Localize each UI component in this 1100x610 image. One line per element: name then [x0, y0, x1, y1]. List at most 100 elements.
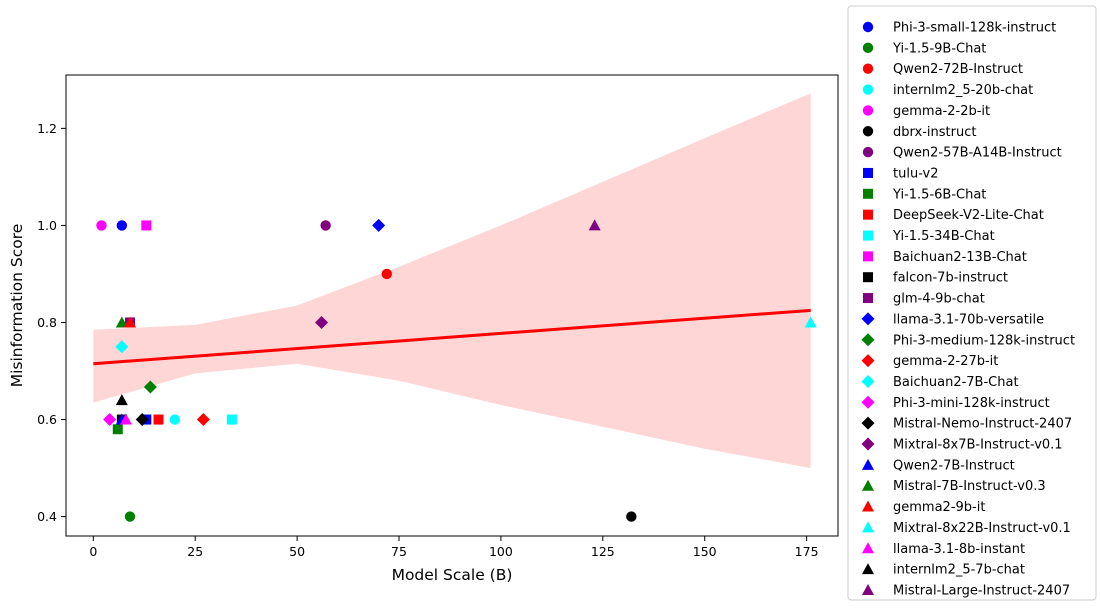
legend-item: Mixtral-8x7B-Instruct-v0.1	[861, 437, 1063, 453]
legend-marker	[862, 563, 874, 575]
legend-item: gemma-2-27b-it	[861, 354, 998, 369]
legend-marker	[863, 167, 873, 178]
legend-marker	[863, 230, 873, 241]
legend-item: tulu-v2	[863, 166, 939, 181]
y-tick-label: 1.2	[37, 121, 57, 136]
data-point-9	[153, 414, 164, 425]
legend-marker	[863, 272, 873, 283]
legend-item: DeepSeek-V2-Lite-Chat	[863, 208, 1044, 223]
legend-marker	[861, 437, 875, 451]
legend-marker	[861, 354, 875, 368]
data-point-23	[123, 316, 136, 328]
legend-marker	[862, 63, 874, 74]
y-axis-label: Misinformation Score	[8, 224, 26, 388]
confidence-band-layer	[93, 93, 811, 469]
x-tick-label: 50	[289, 544, 305, 559]
legend-label: dbrx-instruct	[893, 125, 976, 140]
legend-label: falcon-7b-instruct	[893, 271, 1008, 286]
legend-label: Yi-1.5-34B-Chat	[892, 229, 995, 244]
legend-marker	[863, 209, 873, 220]
legend-item: Yi-1.5-6B-Chat	[863, 187, 986, 202]
y-axis-ticks: 0.4 0.6 0.8 1.0 1.2	[37, 121, 66, 524]
x-tick-label: 125	[591, 544, 615, 559]
legend-marker	[862, 542, 874, 554]
legend-label: internlm2_5-20b-chat	[893, 83, 1033, 98]
data-point-8	[112, 424, 123, 435]
x-axis-label: Model Scale (B)	[392, 566, 513, 584]
legend-label: Qwen2-7B-Instruct	[893, 458, 1015, 473]
legend-box	[847, 5, 1097, 601]
x-tick-label: 0	[89, 544, 97, 559]
legend-label: Baichuan2-7B-Chat	[893, 375, 1019, 390]
y-tick-label: 0.6	[37, 412, 57, 427]
legend-marker	[862, 42, 874, 54]
legend-marker	[863, 293, 873, 304]
legend-item: Yi-1.5-9B-Chat	[862, 41, 986, 56]
data-point-3	[169, 414, 181, 425]
legend-label: gemma-2-2b-it	[893, 104, 990, 119]
legend-item: internlm2_5-20b-chat	[862, 83, 1033, 98]
legend-label: glm-4-9b-chat	[893, 292, 985, 307]
legend-item: falcon-7b-instruct	[863, 271, 1008, 286]
legend-marker	[863, 188, 873, 199]
legend-label: llama-3.1-8b-instant	[893, 542, 1025, 557]
legend-item: Yi-1.5-34B-Chat	[863, 229, 995, 244]
data-point-20	[315, 315, 329, 329]
x-tick-label: 175	[795, 544, 819, 559]
legend-label: Phi-3-mini-128k-instruct	[893, 396, 1050, 411]
legend-label: Baichuan2-13B-Chat	[893, 250, 1027, 265]
legend-item: Mixtral-8x22B-Instruct-v0.1	[862, 521, 1071, 536]
legend-item: llama-3.1-8b-instant	[862, 542, 1025, 557]
legend-item: internlm2_5-7b-chat	[862, 563, 1025, 578]
data-point-14	[372, 218, 386, 232]
legend-item: Mistral-Nemo-Instruct-2407	[861, 416, 1072, 432]
plot-area-frame	[65, 74, 839, 537]
data-point-10	[226, 414, 237, 425]
legend-label: Yi-1.5-6B-Chat	[892, 187, 986, 202]
legend-label: Mixtral-8x7B-Instruct-v0.1	[893, 438, 1063, 453]
data-point-26	[115, 394, 128, 406]
x-tick-label: 25	[187, 544, 203, 559]
legend-item: gemma-2-2b-it	[862, 104, 990, 119]
legend-label: Phi-3-small-128k-instruct	[893, 21, 1056, 36]
legend-item: Qwen2-7B-Instruct	[862, 458, 1015, 473]
legend-label: Phi-3-medium-128k-instruct	[893, 333, 1075, 348]
legend-marker	[861, 416, 875, 430]
data-point-27	[588, 219, 601, 231]
legend-label: internlm2_5-7b-chat	[893, 563, 1025, 578]
data-point-15	[143, 380, 157, 394]
data-point-2	[381, 268, 392, 280]
legend-item: Baichuan2-7B-Chat	[861, 374, 1019, 390]
legend-label: Mixtral-8x22B-Instruct-v0.1	[893, 521, 1071, 536]
legend-item: Mistral-7B-Instruct-v0.3	[862, 479, 1046, 494]
legend-item: glm-4-9b-chat	[863, 292, 985, 307]
data-point-11	[141, 220, 152, 231]
y-tick-label: 0.4	[37, 509, 57, 524]
regression-line	[93, 308, 811, 366]
legend-marker	[862, 479, 874, 491]
legend-label: DeepSeek-V2-Lite-Chat	[893, 208, 1044, 223]
data-point-24	[804, 316, 817, 328]
legend-item: Phi-3-medium-128k-instruct	[861, 333, 1075, 348]
legend: Phi-3-small-128k-instruct Yi-1.5-9B-Chat Q…	[847, 5, 1097, 601]
confidence-band	[93, 93, 811, 469]
legend-marker	[862, 146, 874, 158]
legend-marker	[862, 583, 874, 595]
y-tick-label: 0.8	[37, 315, 57, 330]
legend-label: gemma-2-27b-it	[893, 354, 998, 369]
legend-item: Phi-3-small-128k-instruct	[862, 21, 1056, 36]
data-point-0	[116, 220, 128, 231]
legend-marker	[861, 312, 875, 326]
legend-item: Qwen2-57B-A14B-Instruct	[862, 146, 1062, 161]
legend-label: Mistral-Large-Instruct-2407	[893, 583, 1070, 598]
legend-label: Qwen2-57B-A14B-Instruct	[893, 146, 1062, 161]
data-point-5	[626, 511, 637, 522]
x-axis-ticks: 0 25 50 75 100 125 150 175	[89, 536, 819, 559]
legend-label: Qwen2-72B-Instruct	[893, 62, 1023, 77]
legend-marker	[862, 105, 874, 116]
legend-item: Mistral-Large-Instruct-2407	[862, 583, 1070, 598]
legend-label: tulu-v2	[893, 166, 939, 181]
legend-item: Qwen2-72B-Instruct	[862, 62, 1023, 77]
legend-label: Mistral-7B-Instruct-v0.3	[893, 479, 1046, 494]
data-point-18	[103, 413, 117, 427]
